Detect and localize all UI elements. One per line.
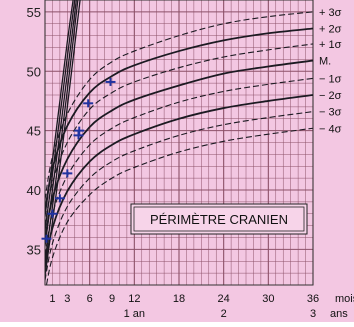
series-line — [45, 43, 313, 226]
measurement-marker — [41, 234, 52, 243]
series-line — [45, 27, 313, 212]
early-curve-line — [45, 0, 76, 231]
x-unit-label-years: ans — [330, 308, 348, 320]
series-label: M. — [319, 56, 331, 68]
measurement-marker — [74, 126, 85, 135]
series-label: − 4σ — [319, 123, 342, 135]
x-tick-label: 3 — [64, 293, 70, 305]
x-tick-label: 18 — [173, 293, 185, 305]
legend: + 3σ + 2σ + 1σ M. − 1σ − 2σ − 3σ − 4σ — [319, 7, 342, 135]
series-label: + 2σ — [319, 24, 342, 36]
plot-frame — [44, 0, 314, 286]
x-tick-label: 9 — [109, 293, 115, 305]
title-box-inner-border — [133, 206, 305, 232]
x-year-tick-label: 1 an — [124, 308, 145, 320]
y-tick-label: 50 — [27, 64, 41, 79]
series-label: + 3σ — [319, 7, 342, 19]
early-curve-line — [45, 0, 79, 262]
series-label: − 1σ — [319, 73, 342, 85]
title-box-border — [130, 203, 308, 235]
measurement-marker — [47, 209, 58, 218]
measurement-marker — [105, 77, 116, 86]
series-line — [45, 111, 313, 281]
y-tick-label: 55 — [27, 5, 41, 20]
measurement-marker — [62, 169, 73, 178]
x-tick-label: 6 — [87, 293, 93, 305]
y-tick-label: 35 — [27, 242, 41, 257]
series-label: − 3σ — [319, 107, 342, 119]
series-line — [45, 59, 313, 241]
x-tick-label: 24 — [218, 293, 230, 305]
measurement-marker — [54, 194, 65, 203]
x-tick-label: 12 — [128, 293, 140, 305]
x-unit-label-months: mois — [335, 293, 354, 305]
series-line — [45, 11, 313, 200]
series-line — [45, 94, 313, 268]
y-tick-label: 45 — [27, 124, 41, 139]
chart-title: PÉRIMÈTRE CRANIEN — [150, 212, 288, 227]
x-tick-label: 1 — [49, 293, 55, 305]
x-year-tick-label: 3 — [310, 308, 316, 320]
series-line — [45, 77, 313, 256]
x-tick-label: 36 — [307, 293, 319, 305]
series-line — [45, 127, 313, 285]
measurement-markers — [41, 77, 116, 243]
chart-title-box: PÉRIMÈTRE CRANIEN — [130, 203, 308, 235]
series-label: + 1σ — [319, 39, 342, 51]
grid — [44, 0, 314, 286]
x-year-tick-label: 2 — [221, 308, 227, 320]
series-label: − 2σ — [319, 90, 342, 102]
y-tick-label: 40 — [27, 183, 41, 198]
measurement-marker — [83, 99, 94, 108]
x-tick-label: 30 — [262, 293, 274, 305]
curves — [45, 0, 313, 285]
